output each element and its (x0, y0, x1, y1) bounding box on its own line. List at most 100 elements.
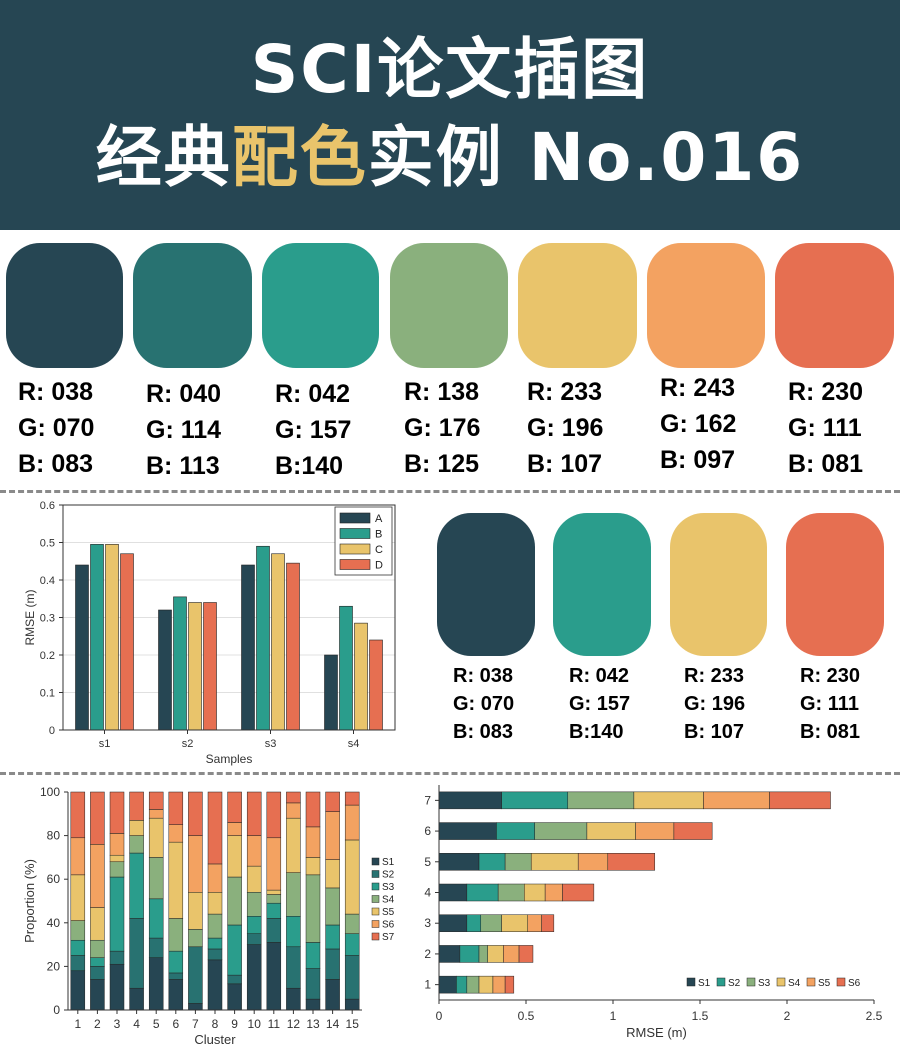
bar-S4-7 (633, 791, 704, 810)
bar-S1-6 (168, 979, 184, 1011)
bar-S1-13 (305, 998, 321, 1011)
blue-value: B: 125 (404, 450, 480, 478)
rgb-label-4: R: 138 G: 176 B: 125 (404, 374, 480, 482)
bar-S7-15 (344, 791, 360, 806)
y-axis-label: RMSE (m) (23, 590, 37, 646)
bar-D-s4 (369, 639, 383, 731)
bar-S6-4 (562, 883, 595, 902)
red-value: R: 038 (18, 378, 94, 406)
bar-S5-4 (129, 820, 144, 836)
bar-C-s3 (271, 553, 285, 731)
legend-label-S3: S3 (382, 882, 395, 893)
bar-S4-15 (344, 913, 360, 934)
bar-A-s3 (241, 564, 255, 731)
bar-S5-14 (325, 859, 340, 889)
bar-S1-4 (438, 883, 468, 902)
x-tick-label: 3 (114, 1017, 121, 1031)
red-value: R: 230 (800, 665, 861, 687)
legend-swatch-D (339, 559, 371, 570)
bar-S2-4 (129, 918, 144, 989)
title-line-1: SCI论文插图 (250, 31, 650, 108)
red-value: R: 042 (569, 665, 630, 687)
bar-S4-1 (70, 920, 86, 941)
bar-S2-6 (168, 972, 184, 980)
legend-label-S2: S2 (382, 870, 395, 881)
green-value: G: 176 (404, 414, 481, 442)
bar-S7-12 (286, 791, 301, 804)
swatch-1 (6, 243, 123, 368)
legend-label-S3: S3 (758, 978, 771, 989)
legend-swatch-S3 (746, 977, 756, 987)
bar-S5-3 (109, 854, 125, 863)
bar-S6-7 (188, 835, 203, 893)
legend-swatch-S7 (371, 932, 380, 941)
y-tick-label: 100 (40, 785, 60, 799)
swatch-6 (647, 243, 765, 368)
x-tick-label: 0.5 (518, 1009, 535, 1023)
legend-swatch-S5 (806, 977, 816, 987)
bar-S6-15 (344, 804, 360, 841)
legend-swatch-S6 (836, 977, 846, 987)
y-tick-label: 0.1 (40, 688, 55, 700)
bar-S3-6 (168, 950, 184, 974)
bar-S5-6 (635, 822, 675, 840)
bar-S1-3 (438, 914, 468, 932)
bar-S1-5 (438, 853, 480, 871)
bar-S5-5 (577, 853, 609, 871)
red-value: R: 230 (788, 378, 864, 406)
x-tick-label: 11 (268, 1017, 281, 1031)
bar-C-s1 (105, 544, 119, 731)
bar-S3-5 (504, 853, 532, 871)
bar-S3-12 (286, 916, 301, 948)
title-line-2-post: 实例 No.016 (367, 119, 805, 196)
legend-swatch-A (339, 512, 371, 524)
bar-S5-11 (266, 889, 282, 895)
bar-S3-15 (344, 933, 360, 956)
x-axis-label: RMSE (m) (626, 1025, 687, 1040)
bar-S6-10 (246, 835, 262, 867)
bar-A-s4 (324, 654, 338, 731)
bar-S6-1 (504, 975, 515, 994)
green-value: G: 070 (18, 414, 95, 442)
legend-swatch-S2 (716, 977, 726, 987)
bar-B-s4 (339, 605, 353, 731)
bar-S4-2 (90, 939, 105, 958)
green-value: G: 111 (788, 414, 862, 442)
red-value: R: 233 (527, 378, 603, 406)
legend-label-A: A (375, 513, 383, 525)
green-value: G: 070 (453, 693, 515, 715)
rgb-label-1: R: 038 G: 070 B: 083 (18, 374, 94, 482)
bar-S5-7 (188, 892, 203, 930)
bar-S6-2 (90, 844, 105, 908)
bar-S1-4 (129, 987, 144, 1011)
bar-S5-1 (492, 975, 506, 994)
legend-label-B: B (375, 529, 382, 541)
bar-S2-11 (266, 918, 282, 943)
bar-S2-7 (188, 946, 203, 1004)
x-tick-label: 2 (784, 1009, 791, 1023)
x-axis-label: Cluster (194, 1032, 236, 1047)
bar-S2-3 (109, 950, 125, 965)
bar-S6-5 (607, 853, 656, 871)
bar-S3-9 (227, 924, 242, 976)
y-tick-label: 1 (424, 978, 431, 992)
legend-swatch-C (339, 543, 371, 555)
bar-S5-13 (305, 857, 321, 876)
bar-S1-12 (286, 987, 301, 1011)
legend-label-S2: S2 (728, 978, 741, 989)
bar-S6-3 (541, 914, 555, 932)
bar-S4-2 (487, 945, 504, 963)
bar-S3-4 (129, 852, 144, 919)
x-tick-label: 1 (610, 1009, 617, 1023)
bar-S7-8 (207, 791, 223, 865)
rgb-label-6: R: 243 G: 162 B: 097 (660, 370, 736, 478)
bar-S3-3 (109, 876, 125, 952)
bar-D-s3 (286, 562, 300, 731)
legend-label-S5: S5 (818, 978, 831, 989)
bar-B-s3 (256, 545, 270, 731)
bar-S7-7 (188, 791, 203, 836)
bar-S4-4 (524, 883, 546, 902)
x-tick-label: s3 (265, 738, 277, 750)
legend-label-S4: S4 (382, 895, 395, 906)
